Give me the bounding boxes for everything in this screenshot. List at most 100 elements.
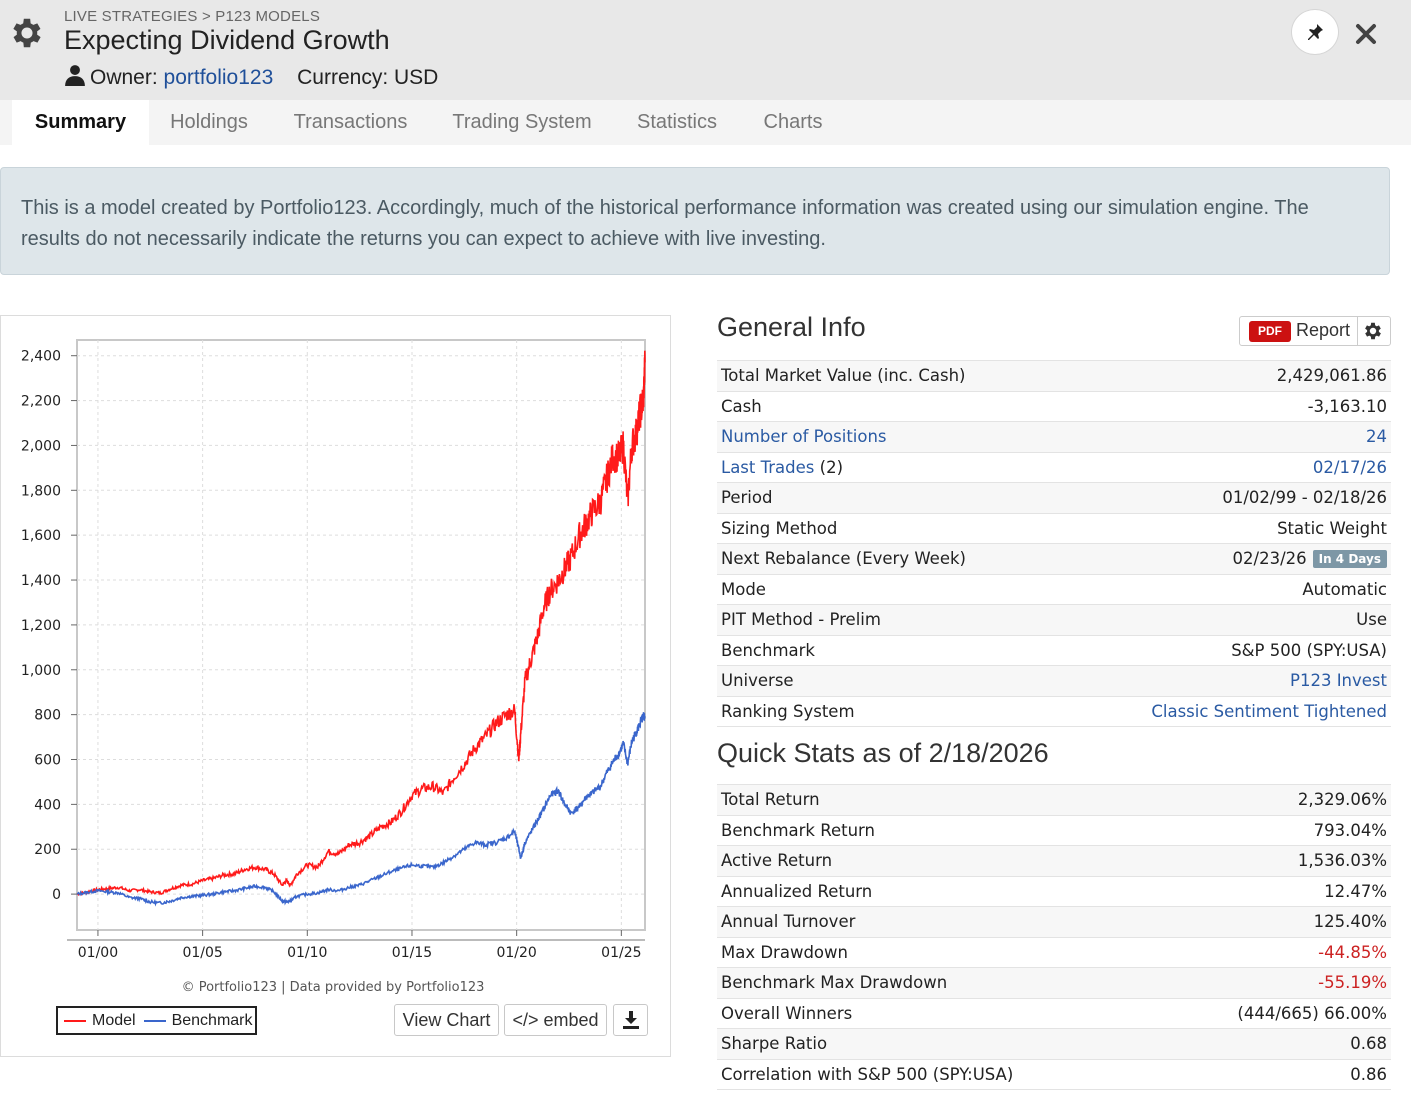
cash-value: -3,163.10 (1060, 390, 1391, 422)
max-drawdown-value: -44.85% (1159, 936, 1391, 968)
table-row: Annual Turnover 125.40% (717, 906, 1391, 937)
owner-label: Owner: (90, 66, 158, 89)
tab-trading-system[interactable]: Trading System (452, 111, 592, 133)
sizing-method-label: Sizing Method (717, 512, 1061, 544)
sizing-method-value: Static Weight (1060, 512, 1391, 544)
y-tick-label: 1,600 (21, 528, 61, 544)
period-label: Period (717, 482, 1061, 513)
chart-credit: © Portfolio123 | Data provided by Portfo… (182, 980, 485, 995)
total-return-label: Total Return (717, 784, 1160, 815)
benchmark-max-drawdown-value: -55.19% (1159, 967, 1391, 998)
y-tick-label: 2,200 (21, 394, 61, 410)
y-tick-label: 0 (52, 887, 61, 903)
model-series-line (76, 350, 646, 897)
overall-winners-label: Overall Winners (717, 997, 1160, 1029)
tab-holdings[interactable]: Holdings (170, 111, 248, 133)
number-of-positions-value[interactable]: 24 (1060, 421, 1391, 452)
table-row: PIT Method - Prelim Use (717, 604, 1391, 635)
owner-line: Owner: portfolio123 Currency: USD (64, 64, 438, 90)
table-row: Active Return 1,536.03% (717, 845, 1391, 876)
table-row: Next Rebalance (Every Week) 02/23/26 In 4… (717, 543, 1391, 574)
quick-stats-table: Total Return 2,329.06% Benchmark Return … (717, 784, 1391, 1090)
owner-link[interactable]: portfolio123 (163, 66, 274, 89)
y-tick-label: 800 (34, 708, 61, 724)
legend-benchmark: Benchmark (171, 1011, 253, 1029)
mode-label: Mode (717, 573, 1061, 605)
correlation-value: 0.86 (1159, 1058, 1391, 1090)
close-icon (1356, 24, 1376, 44)
universe-link[interactable]: P123 Invest (1060, 665, 1391, 696)
table-row: Period 01/02/99 - 02/18/26 (717, 482, 1391, 513)
close-button[interactable] (1348, 16, 1384, 52)
table-row: Cash -3,163.10 (717, 390, 1391, 422)
table-row: Last Trades (2) 02/17/26 (717, 451, 1391, 483)
table-row: Correlation with S&P 500 (SPY:USA) 0.86 (717, 1058, 1391, 1090)
next-rebalance-date: 02/23/26 (1232, 549, 1307, 569)
last-trades-date[interactable]: 02/17/26 (1060, 451, 1391, 483)
overall-winners-value: (444/665) 66.00% (1159, 997, 1391, 1029)
number-of-positions-link[interactable]: Number of Positions (717, 421, 1061, 452)
tab-statistics[interactable]: Statistics (636, 111, 718, 133)
table-row: Annualized Return 12.47% (717, 875, 1391, 907)
embed-button[interactable]: </> embed (504, 1004, 607, 1036)
plot-area (76, 339, 646, 931)
y-tick-label: 2,000 (21, 438, 61, 454)
active-return-label: Active Return (717, 845, 1160, 876)
max-drawdown-label: Max Drawdown (717, 936, 1160, 968)
table-row: Universe P123 Invest (717, 665, 1391, 696)
model-legend-swatch (64, 1019, 86, 1022)
y-tick-label: 2,400 (21, 349, 61, 365)
view-chart-button[interactable]: View Chart (394, 1004, 499, 1036)
ranking-system-label: Ranking System (717, 695, 1061, 727)
table-row: Sharpe Ratio 0.68 (717, 1028, 1391, 1059)
table-row: Number of Positions 24 (717, 421, 1391, 452)
pin-icon (1308, 24, 1323, 40)
user-icon (65, 65, 85, 86)
annualized-return-label: Annualized Return (717, 875, 1160, 907)
x-tick-label: 01/10 (287, 945, 327, 961)
rebalance-badge: In 4 Days (1312, 550, 1387, 569)
x-tick-label: 01/25 (601, 945, 641, 961)
annualized-return-value: 12.47% (1159, 875, 1391, 907)
sharpe-ratio-label: Sharpe Ratio (717, 1028, 1160, 1059)
annual-turnover-value: 125.40% (1159, 906, 1391, 937)
universe-label: Universe (717, 665, 1061, 696)
last-trades-link[interactable]: Last Trades (721, 457, 815, 477)
download-button[interactable] (613, 1004, 648, 1036)
benchmark-max-drawdown-label: Benchmark Max Drawdown (717, 967, 1160, 998)
report-settings-gear-icon[interactable] (1362, 320, 1384, 342)
y-tick-label: 1,400 (21, 573, 61, 589)
period-value: 01/02/99 - 02/18/26 (1060, 482, 1391, 513)
general-info-title: General Info (717, 312, 866, 342)
y-tick-label: 200 (34, 842, 61, 858)
total-market-value: 2,429,061.86 (1060, 360, 1391, 391)
table-row: Sizing Method Static Weight (717, 512, 1391, 544)
x-tick-label: 01/15 (392, 945, 432, 961)
chart-legend: Model Benchmark (56, 1006, 257, 1035)
download-icon (622, 1011, 639, 1029)
table-row: Overall Winners (444/665) 66.00% (717, 997, 1391, 1029)
pit-method-value: Use (1060, 604, 1391, 635)
simulation-notice: This is a model created by Portfolio123.… (0, 167, 1390, 275)
table-row: Benchmark Max Drawdown -55.19% (717, 967, 1391, 998)
table-row: Mode Automatic (717, 573, 1391, 605)
table-row: Total Return 2,329.06% (717, 784, 1391, 815)
page-title: Expecting Dividend Growth (64, 25, 390, 55)
tab-summary[interactable]: Summary (12, 100, 149, 145)
breadcrumb[interactable]: LIVE STRATEGIES > P123 MODELS (64, 8, 321, 25)
tab-transactions[interactable]: Transactions (293, 111, 408, 133)
tab-charts[interactable]: Charts (763, 111, 823, 133)
pdf-icon: PDF (1249, 321, 1291, 342)
page-header: LIVE STRATEGIES > P123 MODELS Expecting … (0, 0, 1411, 100)
mode-value: Automatic (1060, 573, 1391, 605)
ranking-system-link[interactable]: Classic Sentiment Tightened (1060, 695, 1391, 727)
sharpe-ratio-value: 0.68 (1159, 1028, 1391, 1059)
settings-gear-icon[interactable] (8, 14, 46, 52)
pin-button[interactable] (1291, 9, 1339, 55)
y-tick-label: 1,800 (21, 483, 61, 499)
report-button[interactable]: PDF Report (1239, 316, 1391, 346)
report-label: Report (1296, 320, 1351, 340)
cash-label: Cash (717, 390, 1061, 422)
benchmark-value: S&P 500 (SPY:USA) (1060, 634, 1391, 666)
y-tick-label: 600 (34, 753, 61, 769)
